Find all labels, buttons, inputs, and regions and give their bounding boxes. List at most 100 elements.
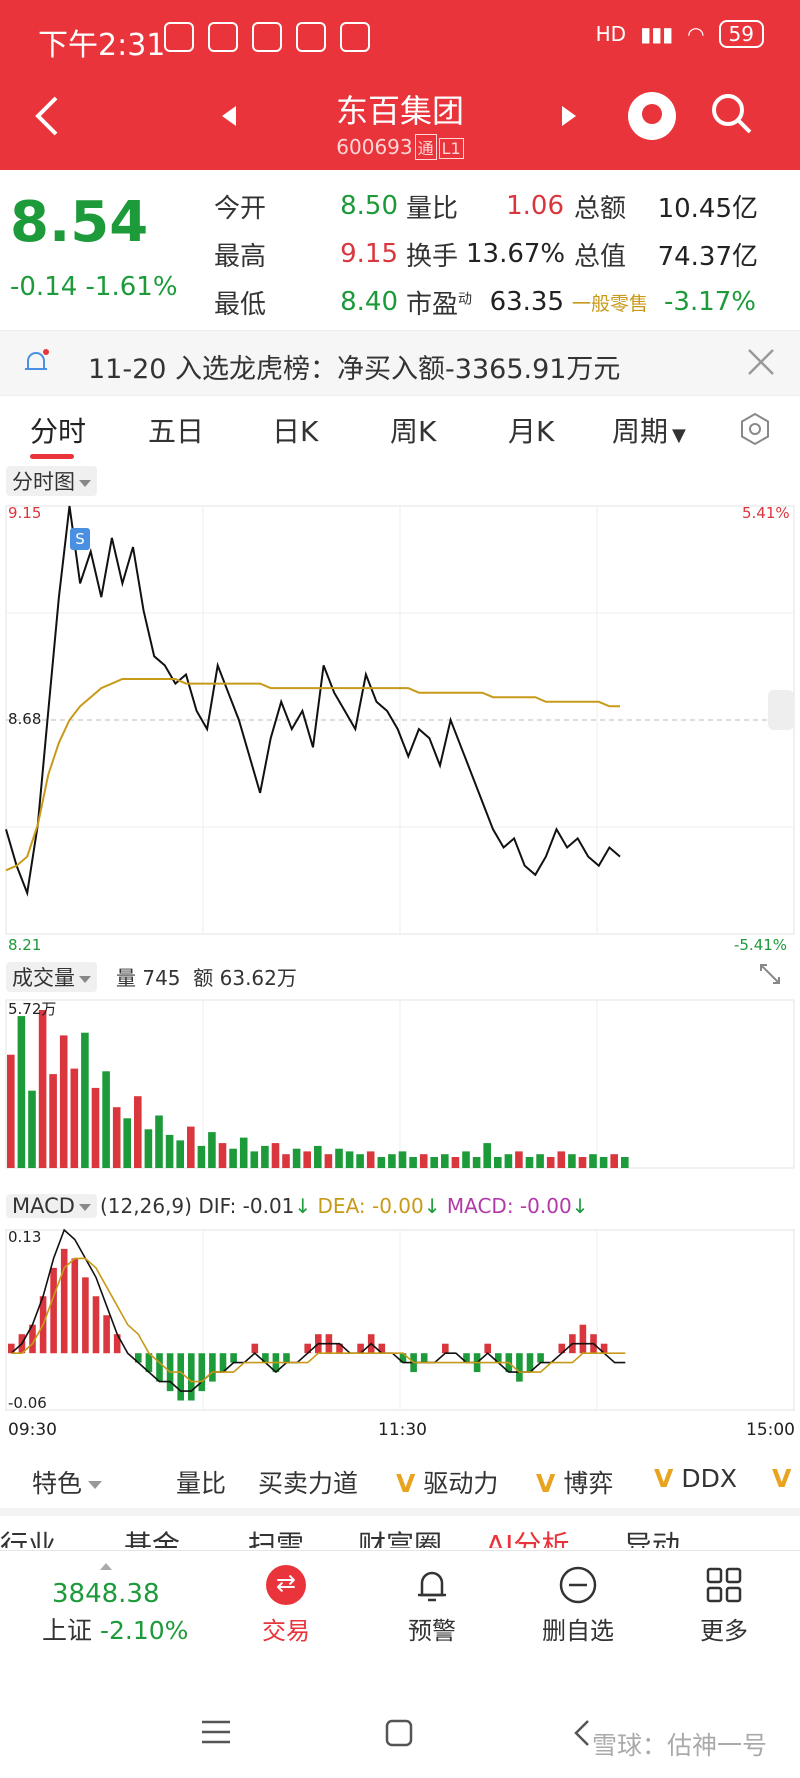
volume-bar [324, 1154, 333, 1168]
next-stock-icon[interactable] [562, 106, 576, 126]
volume-bar [261, 1145, 269, 1168]
volume-bar [610, 1154, 618, 1168]
notice-bar[interactable]: 11-20 入选龙虎榜：净买入额-3365.91万元 [0, 330, 800, 396]
back-icon[interactable] [28, 94, 72, 138]
x-start-label: 09:30 [8, 1420, 57, 1440]
volume-bar [208, 1132, 216, 1168]
volume-bar [314, 1145, 322, 1168]
chart-type-dropdown[interactable]: 分时图 [6, 466, 97, 496]
alert-button[interactable]: 预警 [382, 1565, 482, 1646]
index-name: 上证 [42, 1616, 93, 1645]
tab-period[interactable]: 周期 ▼ [612, 410, 686, 450]
volume-chart[interactable] [0, 996, 800, 1172]
index-value[interactable]: 3848.38 [52, 1579, 160, 1609]
tab-intraday[interactable]: 分时 [30, 415, 87, 448]
low-value: 8.40 [340, 287, 398, 317]
strip-buy-sell[interactable]: 买卖力道 [258, 1469, 359, 1498]
search-icon[interactable] [710, 92, 752, 134]
dif-value: DIF: -0.01 [198, 1194, 295, 1218]
prev-stock-icon[interactable] [222, 106, 236, 126]
volume-bar [239, 1137, 248, 1168]
strip-driving[interactable]: V 驱动力 [396, 1464, 498, 1500]
back-nav-icon[interactable] [572, 1718, 592, 1748]
average-series-line [5, 678, 620, 872]
vip-icon: V [654, 1464, 674, 1493]
remove-watchlist-button[interactable]: 删自选 [528, 1565, 628, 1646]
chevron-up-icon[interactable] [100, 1563, 112, 1570]
change-percent: -1.61% [85, 272, 178, 302]
volume-bar [462, 1151, 470, 1168]
chart-tabs: 分时 五日 日K 周K 月K 周期 ▼ [0, 400, 800, 460]
intraday-chart[interactable] [0, 500, 800, 940]
peek-tab[interactable]: 异动 [624, 1529, 681, 1548]
volume-bar [568, 1154, 576, 1168]
volume-bar [134, 1096, 142, 1168]
vip-icon: V [536, 1469, 556, 1498]
volume-bar [536, 1154, 544, 1168]
quote-label: 总额 [574, 193, 627, 224]
quote-label: 最高 [214, 241, 267, 272]
x-mid-label: 11:30 [378, 1420, 427, 1440]
remove-label: 删自选 [542, 1617, 614, 1645]
volume-bar [70, 1068, 79, 1168]
more-button[interactable]: 更多 [674, 1565, 774, 1646]
stock-title: 东百集团 [335, 92, 464, 130]
y-mid-label: 8.68 [8, 710, 42, 728]
macd-dropdown-label: MACD [12, 1194, 75, 1218]
mascot-icon[interactable] [628, 92, 676, 140]
sector-label[interactable]: 一般零售 [572, 292, 649, 315]
tab-daily-k[interactable]: 日K [272, 415, 319, 448]
grid-icon [706, 1567, 742, 1603]
peek-tab[interactable]: 基金 [124, 1529, 181, 1548]
trade-button[interactable]: 交易 [236, 1565, 336, 1646]
volume-bar [102, 1071, 110, 1168]
amount-value: 10.45亿 [657, 193, 758, 224]
volume-bar [472, 1157, 481, 1168]
macd-dropdown[interactable]: MACD [6, 1194, 97, 1218]
close-icon[interactable] [744, 345, 778, 379]
price-series-line [5, 505, 621, 897]
volume-dropdown[interactable]: 成交量 [6, 962, 97, 992]
menu-icon[interactable] [200, 1718, 232, 1746]
volume-bar [356, 1154, 364, 1168]
macd-chart[interactable] [0, 1226, 800, 1412]
peek-tab[interactable]: AI分析 [486, 1529, 570, 1548]
index-percent: -2.10% [99, 1616, 189, 1645]
strip-feature-label: 特色 [32, 1469, 83, 1498]
strip-game[interactable]: V 博弈 [536, 1464, 613, 1500]
strip-volume-ratio[interactable]: 量比 [176, 1469, 227, 1498]
peek-tab[interactable]: 行业 [0, 1529, 57, 1548]
active-tab-indicator [30, 454, 74, 459]
turnover-value: 13.67% [466, 239, 566, 269]
code-text: 600693 [336, 135, 413, 159]
expand-icon[interactable] [758, 962, 782, 986]
volume-bar [335, 1148, 343, 1168]
volume-bar [91, 1087, 100, 1168]
volume-bar [112, 1107, 121, 1168]
peek-tab[interactable]: 扫雷 [248, 1529, 305, 1548]
home-icon[interactable] [384, 1718, 414, 1748]
volume-bar [28, 1090, 36, 1168]
strip-ddx[interactable]: V DDX [654, 1464, 737, 1493]
volume-bar [430, 1157, 438, 1168]
volume-bar [197, 1145, 206, 1168]
tab-monthly-k[interactable]: 月K [508, 415, 555, 448]
more-label: 更多 [700, 1617, 748, 1645]
settings-icon[interactable] [738, 412, 772, 446]
strip-feature[interactable]: 特色 [32, 1464, 103, 1500]
tab-period-label: 周期 [612, 415, 669, 448]
tab-5day[interactable]: 五日 [148, 415, 205, 448]
volume-bar [7, 1054, 15, 1168]
quote-row: 最高 9.15 换手 13.67% 总值 74.37亿 [214, 230, 794, 278]
amount-label: 额 [193, 966, 214, 990]
quote-label: 市盈动 [406, 284, 476, 321]
vip-icon: V [396, 1469, 416, 1498]
chevron-down-icon [78, 1203, 91, 1211]
tab-weekly-k[interactable]: 周K [390, 415, 437, 448]
status-time: 下午2:31 [38, 28, 166, 63]
volume-bar [419, 1154, 428, 1168]
index-info[interactable]: 上证 -2.10% [42, 1611, 188, 1647]
quote-label: 换手 [406, 241, 459, 272]
buy-marker[interactable]: S [70, 528, 90, 550]
peek-tab[interactable]: 财富圈 [358, 1529, 443, 1548]
